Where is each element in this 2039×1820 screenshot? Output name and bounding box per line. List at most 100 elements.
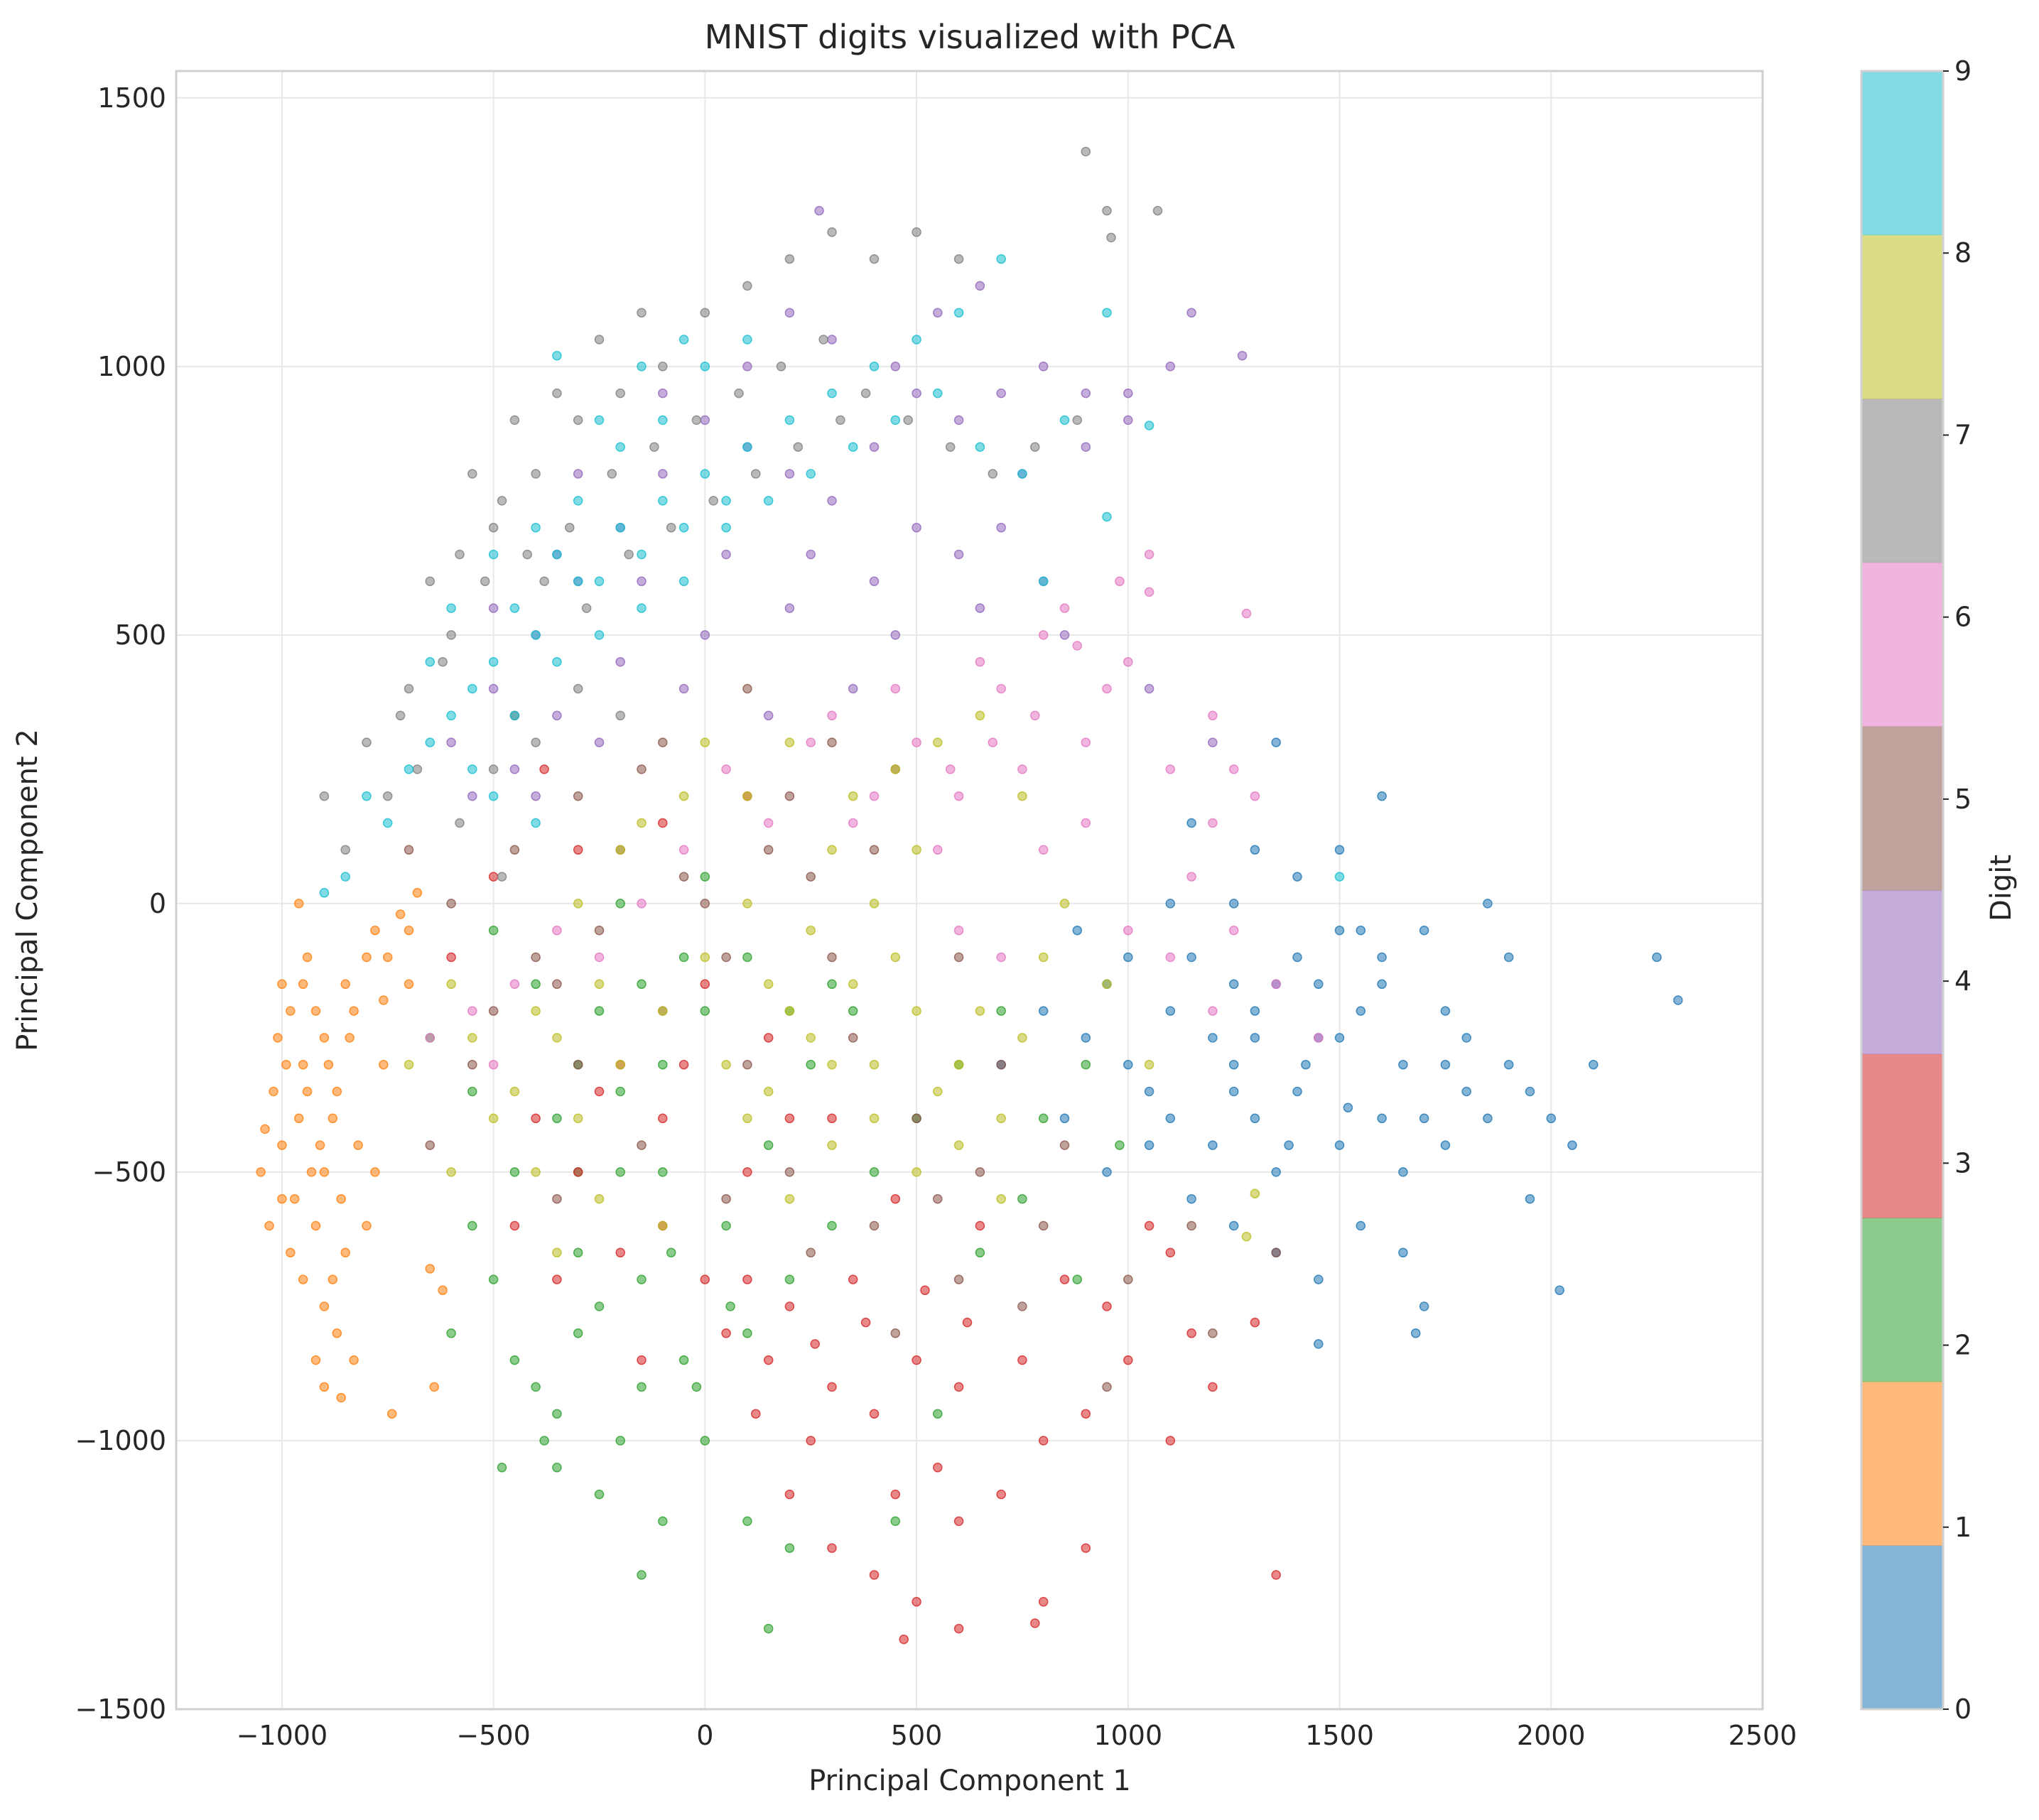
data-point bbox=[658, 469, 668, 479]
data-point bbox=[953, 791, 964, 801]
data-point bbox=[379, 1059, 389, 1070]
data-point bbox=[996, 952, 1006, 963]
colorbar: 0 1 2 3 4 5 6 7 8 9 bbox=[1860, 55, 1972, 1725]
data-point bbox=[1144, 683, 1154, 694]
data-point bbox=[615, 1247, 625, 1258]
data-point bbox=[594, 1489, 605, 1500]
data-point bbox=[531, 791, 541, 801]
grid-lines bbox=[176, 71, 1763, 1710]
data-point bbox=[784, 1301, 795, 1311]
data-point bbox=[793, 442, 804, 452]
data-point bbox=[277, 1193, 287, 1204]
data-point bbox=[933, 737, 943, 747]
data-point bbox=[615, 1059, 625, 1070]
data-point bbox=[860, 1317, 871, 1328]
data-point bbox=[933, 1409, 943, 1419]
data-point bbox=[810, 1339, 820, 1349]
data-point bbox=[467, 1059, 477, 1070]
data-point bbox=[404, 683, 414, 694]
data-point bbox=[1377, 1113, 1387, 1124]
data-point bbox=[1144, 549, 1154, 560]
data-point bbox=[1483, 899, 1493, 909]
data-point bbox=[404, 979, 414, 990]
data-point bbox=[658, 1059, 668, 1070]
data-point bbox=[869, 845, 880, 855]
data-point bbox=[573, 1247, 583, 1258]
colorbar-tick-label: 9 bbox=[1954, 55, 1972, 87]
data-point bbox=[289, 1193, 300, 1204]
data-point bbox=[912, 1355, 921, 1365]
data-point bbox=[1081, 1033, 1091, 1043]
data-point bbox=[742, 1274, 752, 1284]
data-point bbox=[637, 362, 647, 372]
data-point bbox=[1208, 818, 1218, 828]
data-point bbox=[467, 764, 477, 774]
data-point bbox=[425, 576, 436, 587]
data-point bbox=[1144, 1059, 1154, 1070]
y-tick-label: −500 bbox=[92, 1157, 166, 1188]
data-point bbox=[848, 1274, 858, 1284]
data-point bbox=[1186, 308, 1196, 318]
data-point bbox=[721, 496, 731, 506]
x-tick-label: 1500 bbox=[1305, 1720, 1374, 1751]
colorbar-tick-label: 7 bbox=[1954, 419, 1972, 450]
data-point bbox=[827, 1140, 837, 1150]
series-digit-6 bbox=[425, 549, 1324, 1070]
data-point bbox=[1038, 630, 1049, 640]
data-point bbox=[1356, 1220, 1366, 1231]
data-point bbox=[784, 1193, 795, 1204]
data-point bbox=[806, 1033, 816, 1043]
series-digit-4 bbox=[446, 205, 1248, 801]
data-point bbox=[319, 791, 330, 801]
data-point bbox=[658, 362, 668, 372]
data-point bbox=[573, 791, 583, 801]
data-point bbox=[286, 1006, 296, 1016]
colorbar-segment bbox=[1861, 234, 1943, 399]
data-point bbox=[573, 496, 583, 506]
data-point bbox=[933, 1193, 943, 1204]
data-point bbox=[763, 710, 774, 721]
data-point bbox=[310, 1220, 321, 1231]
data-point bbox=[869, 899, 880, 909]
data-point bbox=[975, 710, 985, 721]
data-point bbox=[678, 1059, 689, 1070]
data-point bbox=[1115, 576, 1125, 587]
colorbar-tick-label: 5 bbox=[1954, 784, 1972, 815]
data-point bbox=[1017, 469, 1027, 479]
data-point bbox=[1059, 630, 1070, 640]
data-point bbox=[912, 1006, 921, 1016]
data-point bbox=[1461, 1033, 1471, 1043]
data-point bbox=[1072, 925, 1083, 936]
data-point bbox=[1186, 952, 1196, 963]
data-point bbox=[1284, 1140, 1294, 1150]
data-point bbox=[1102, 308, 1112, 318]
data-point bbox=[509, 1086, 520, 1097]
data-point bbox=[467, 791, 477, 801]
data-point bbox=[509, 764, 520, 774]
colorbar-tick-label: 8 bbox=[1954, 237, 1972, 269]
data-point bbox=[1059, 1113, 1070, 1124]
data-point bbox=[953, 1274, 964, 1284]
data-point bbox=[751, 469, 761, 479]
data-point bbox=[539, 1436, 549, 1446]
data-point bbox=[497, 496, 507, 506]
data-point bbox=[1186, 1193, 1196, 1204]
data-point bbox=[827, 710, 837, 721]
data-point bbox=[1554, 1285, 1564, 1296]
data-point bbox=[552, 1193, 562, 1204]
data-point bbox=[869, 1409, 880, 1419]
data-point bbox=[467, 683, 477, 694]
data-point bbox=[912, 1113, 921, 1124]
data-point bbox=[742, 1167, 752, 1177]
data-point bbox=[763, 1623, 774, 1634]
data-point bbox=[298, 1274, 308, 1284]
data-point bbox=[827, 737, 837, 747]
data-point bbox=[539, 576, 549, 587]
y-tick-label: −1000 bbox=[75, 1425, 166, 1456]
data-point bbox=[975, 1220, 985, 1231]
data-point bbox=[531, 979, 541, 990]
data-point bbox=[1356, 925, 1366, 936]
data-point bbox=[552, 710, 562, 721]
data-point bbox=[438, 656, 448, 667]
data-point bbox=[860, 388, 871, 399]
